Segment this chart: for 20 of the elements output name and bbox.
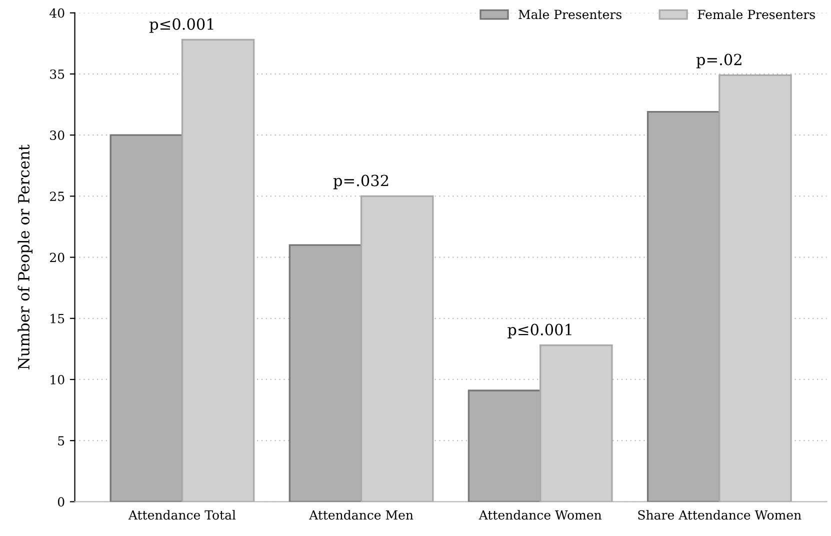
y-axis-title: Number of People or Percent <box>18 144 32 370</box>
x-tick-label: Share Attendance Women <box>638 510 802 520</box>
x-tick-label: Attendance Women <box>478 510 602 520</box>
annotation: p=.02 <box>696 54 742 68</box>
y-tick-label: 25 <box>50 192 64 202</box>
y-tick-label: 20 <box>50 252 64 262</box>
legend-label: Male Presenters <box>518 9 622 20</box>
legend-label: Female Presenters <box>698 9 815 20</box>
annotation: p≤0.001 <box>150 18 214 33</box>
y-tick-label: 35 <box>50 69 64 79</box>
x-tick-label: Attendance Total <box>128 510 236 520</box>
y-tick-label: 5 <box>58 436 64 446</box>
y-tick-label: 30 <box>50 130 64 140</box>
y-tick-label: 15 <box>50 314 64 324</box>
x-tick-label: Attendance Men <box>309 510 414 520</box>
annotation: p≤0.001 <box>508 324 572 338</box>
y-tick-label: 0 <box>58 497 64 507</box>
y-tick-label: 40 <box>50 8 64 18</box>
annotation: p=.032 <box>333 174 388 190</box>
y-tick-label: 10 <box>50 374 64 384</box>
